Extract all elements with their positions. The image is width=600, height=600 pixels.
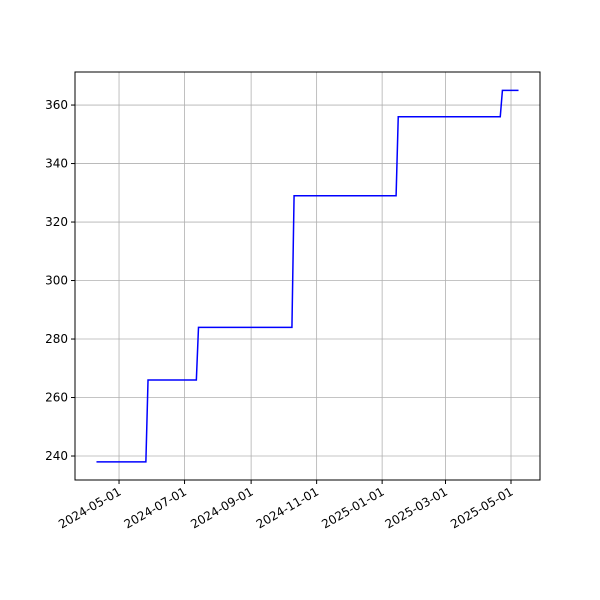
grid	[75, 72, 540, 480]
y-tick-label: 300	[45, 274, 68, 288]
x-tick-label: 2025-01-01	[319, 484, 386, 531]
x-tick-label: 2025-05-01	[448, 484, 515, 531]
y-tick-label: 240	[45, 449, 68, 463]
x-tick-label: 2024-05-01	[56, 484, 123, 531]
line-series	[96, 89, 519, 463]
y-tick-label: 340	[45, 157, 68, 171]
x-tick-label: 2024-07-01	[122, 484, 189, 531]
y-tick-label: 260	[45, 391, 68, 405]
y-tick-label: 320	[45, 215, 68, 229]
y-tick-label: 360	[45, 98, 68, 112]
marks	[96, 89, 519, 463]
x-tick-label: 2024-09-01	[188, 484, 255, 531]
x-tick-label: 2024-11-01	[254, 484, 321, 531]
y-tick-label: 280	[45, 332, 68, 346]
x-tick-label: 2025-03-01	[383, 484, 450, 531]
labels: 240 260 280 300 320 340 360 2024-05-012024-07-0…	[45, 98, 515, 531]
axes-frame	[74, 71, 541, 481]
